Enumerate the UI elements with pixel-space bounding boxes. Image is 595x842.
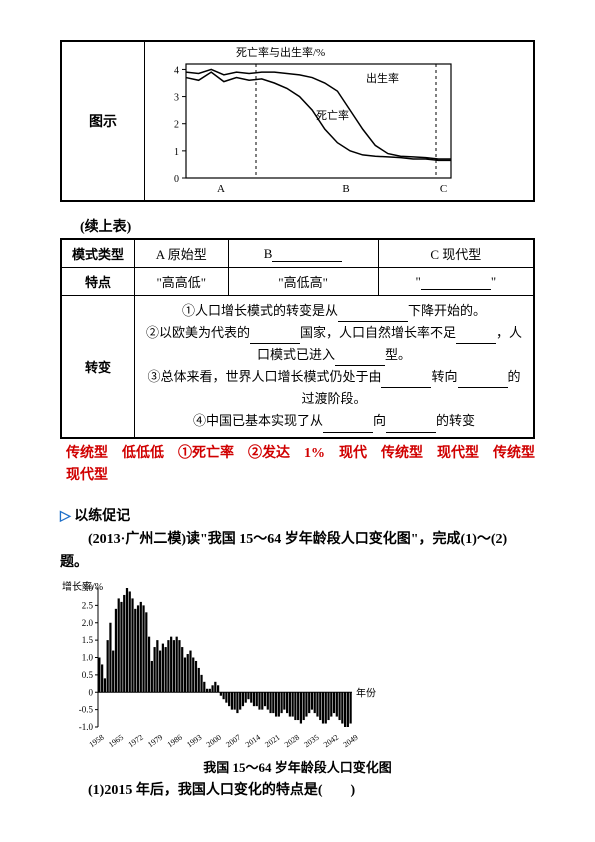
svg-text:1972: 1972 (127, 733, 145, 750)
svg-text:年份: 年份 (356, 686, 376, 699)
t1-suf: 下降开始的。 (408, 303, 486, 318)
t4-suf: 的转变 (436, 413, 475, 428)
continue-note: (续上表) (80, 216, 535, 236)
practice-title: 以练促记 (74, 509, 130, 524)
svg-text:2007: 2007 (224, 733, 242, 750)
t4-pre: ④中国已基本实现了从 (193, 413, 323, 428)
svg-text:1993: 1993 (185, 733, 203, 750)
col-b: B (228, 239, 378, 268)
t4: ④中国已基本实现了从 向 的转变 (141, 410, 527, 432)
svg-text:1979: 1979 (146, 733, 164, 750)
pattern-table: 模式类型 A 原始型 B C 现代型 特点 "高高低" "高低高" "" 转变 … (60, 238, 535, 439)
transform-label: 转变 (61, 296, 135, 438)
blank-feat-c (421, 275, 491, 290)
feat-b: "高低高" (228, 268, 378, 296)
t2-mid1: 国家，人口自然增长率不足 (300, 325, 456, 340)
blank-b (272, 247, 342, 262)
blank-t4a (323, 418, 373, 433)
svg-text:0.5: 0.5 (82, 670, 94, 680)
t4-mid: 向 (373, 413, 386, 428)
svg-text:1.0: 1.0 (82, 653, 94, 663)
question-source: (2013·广州二模)读"我国 15～64 岁年龄段人口变化图"，完成(1)～(… (60, 529, 535, 574)
feat-c: "" (378, 268, 534, 296)
svg-text:1.5: 1.5 (82, 635, 94, 645)
t3: ③总体来看，世界人口增长模式仍处于由转向的过渡阶段。 (141, 366, 527, 410)
t2-pre: ②以欧美为代表的 (146, 325, 250, 340)
t1-pre: ①人口增长模式的转变是从 (182, 303, 338, 318)
t2-suf: 型。 (385, 347, 411, 362)
svg-text:1: 1 (174, 147, 179, 158)
feat-a: "高高低" (135, 268, 229, 296)
svg-text:3: 3 (174, 93, 179, 104)
svg-text:0: 0 (89, 687, 94, 697)
t3-mid: 转向 (431, 369, 457, 384)
svg-text:死亡率与出生率/%: 死亡率与出生率/% (236, 46, 325, 59)
figure-table: 图示 死亡率与出生率/% 0 1 2 3 4 A B C 出生率死亡率 (60, 40, 535, 202)
practice-heading: ▷ 以练促记 (60, 505, 535, 525)
feat-c-suffix: " (491, 274, 496, 289)
svg-text:出生率: 出生率 (366, 71, 399, 85)
svg-text:2035: 2035 (302, 733, 320, 750)
svg-text:4: 4 (174, 65, 179, 76)
svg-text:2.0: 2.0 (82, 618, 94, 628)
rate-chart-cell: 死亡率与出生率/% 0 1 2 3 4 A B C 出生率死亡率 (145, 41, 535, 201)
svg-text:2028: 2028 (283, 733, 301, 750)
birth-death-rate-chart: 死亡率与出生率/% 0 1 2 3 4 A B C 出生率死亡率 (151, 46, 461, 196)
blank-t3a (381, 373, 431, 388)
svg-text:2021: 2021 (263, 733, 281, 750)
question-1: (1)2015 年后，我国人口变化的特点是( ) (60, 780, 535, 802)
t3-pre: ③总体来看，世界人口增长模式仍处于由 (147, 369, 381, 384)
svg-text:2: 2 (174, 120, 179, 131)
svg-text:2000: 2000 (205, 733, 223, 750)
blank-t4b (386, 418, 436, 433)
pattern-header-label: 模式类型 (61, 239, 135, 268)
svg-text:0: 0 (174, 174, 179, 185)
marker-icon: ▷ (60, 509, 71, 524)
col-c: C 现代型 (378, 239, 534, 268)
svg-text:-0.5: -0.5 (79, 705, 94, 715)
t2: ②以欧美为代表的国家，人口自然增长率不足，人口模式已进入型。 (141, 322, 527, 366)
blank-t2a (250, 329, 300, 344)
features-label: 特点 (61, 268, 135, 296)
blank-t3b (458, 373, 508, 388)
blank-t2c (335, 351, 385, 366)
svg-text:B: B (342, 183, 349, 195)
svg-text:1965: 1965 (107, 733, 125, 750)
svg-text:2.5: 2.5 (82, 601, 94, 611)
bar-chart-title: 我国 15～64 岁年龄段人口变化图 (60, 757, 535, 776)
svg-text:-1.0: -1.0 (79, 722, 94, 732)
col-b-prefix: B (264, 246, 273, 261)
svg-text:2049: 2049 (341, 733, 359, 750)
col-a: A 原始型 (135, 239, 229, 268)
svg-text:1958: 1958 (87, 733, 105, 750)
svg-text:C: C (440, 183, 447, 195)
blank-t2b (456, 329, 496, 344)
answer-text: 传统型 低低低 ①死亡率 ②发达 1% 现代 传统型 现代型 传统型 现代型 (66, 443, 535, 488)
svg-text:死亡率: 死亡率 (316, 108, 349, 122)
svg-text:A: A (217, 183, 225, 195)
svg-text:2014: 2014 (244, 733, 262, 750)
svg-text:3.0: 3.0 (82, 583, 94, 593)
svg-text:2042: 2042 (322, 733, 340, 750)
blank-t1 (338, 307, 408, 322)
population-bar-chart: 增长率/%3.02.52.01.51.00.50-0.5-1.019581965… (60, 580, 380, 755)
bar-chart-wrapper: 增长率/%3.02.52.01.51.00.50-0.5-1.019581965… (60, 580, 535, 755)
figure-row-label: 图示 (61, 41, 145, 201)
t1: ①人口增长模式的转变是从 下降开始的。 (141, 300, 527, 322)
transform-content: ①人口增长模式的转变是从下降开始的。 ②以欧美为代表的国家，人口自然增长率不足，… (135, 296, 535, 438)
svg-text:1986: 1986 (166, 733, 184, 750)
